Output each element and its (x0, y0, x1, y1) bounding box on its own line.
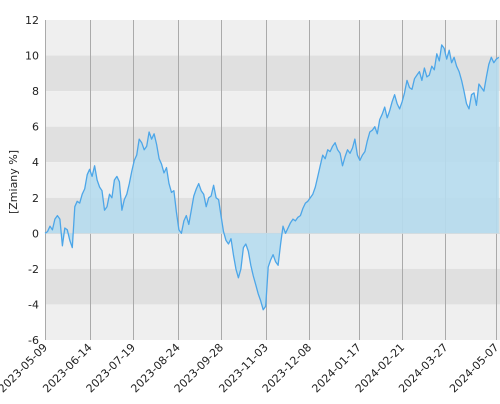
y-tick-label: 4 (32, 156, 39, 169)
x-tick-label: 2024-05-07 (447, 341, 500, 395)
area-layer (44, 44, 500, 311)
y-tick-label: -4 (28, 298, 39, 311)
y-tick-label: 10 (25, 50, 39, 63)
y-tick-label: 6 (32, 121, 39, 134)
grid-band (45, 304, 500, 340)
y-axis-label: [Zmiany %] (7, 150, 20, 214)
x-tick-labels: 2023-05-092023-06-142023-07-192023-08-24… (0, 341, 500, 395)
y-tick-label: -2 (28, 263, 39, 276)
grid-band (45, 268, 500, 305)
y-tick-labels: 12 10 8 6 4 2 0 -2 -4 -6 (25, 14, 39, 347)
y-tick-label: 12 (25, 14, 39, 27)
y-tick-label: 0 (32, 227, 39, 240)
y-tick-label: -6 (28, 334, 39, 347)
y-tick-label: 2 (32, 192, 39, 205)
y-tick-label: 8 (32, 85, 39, 98)
grid-band (45, 20, 500, 56)
series-line (44, 44, 500, 311)
